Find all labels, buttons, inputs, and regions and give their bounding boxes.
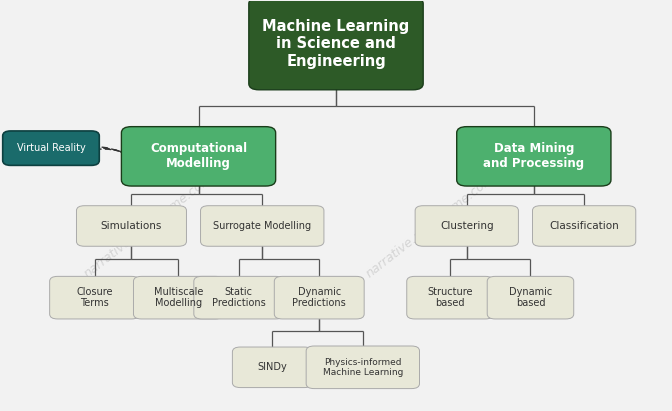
Text: Simulations: Simulations [101,221,162,231]
Text: Data Mining
and Processing: Data Mining and Processing [483,142,585,170]
Text: Dynamic
Predictions: Dynamic Predictions [292,287,346,309]
Text: Virtual Reality: Virtual Reality [17,143,85,153]
FancyBboxPatch shape [194,276,284,319]
Text: Dynamic
based: Dynamic based [509,287,552,309]
Text: Computational
Modelling: Computational Modelling [150,142,247,170]
FancyBboxPatch shape [134,276,223,319]
FancyBboxPatch shape [200,206,324,246]
FancyBboxPatch shape [122,127,276,186]
FancyBboxPatch shape [50,276,140,319]
Text: Multiscale
Modelling: Multiscale Modelling [154,287,203,309]
Text: SINDy: SINDy [257,362,287,372]
Text: Physics-informed
Machine Learning: Physics-informed Machine Learning [323,358,403,377]
FancyBboxPatch shape [407,276,493,319]
FancyBboxPatch shape [457,127,611,186]
Text: Closure
Terms: Closure Terms [77,287,113,309]
FancyBboxPatch shape [306,346,419,388]
Text: Classification: Classification [549,221,619,231]
Text: Static
Predictions: Static Predictions [212,287,265,309]
FancyBboxPatch shape [77,206,186,246]
FancyBboxPatch shape [3,131,99,165]
FancyBboxPatch shape [487,276,574,319]
FancyBboxPatch shape [233,347,312,388]
FancyBboxPatch shape [532,206,636,246]
FancyBboxPatch shape [249,0,423,90]
FancyBboxPatch shape [274,276,364,319]
Text: Structure
based: Structure based [427,287,473,309]
Text: narrative.aroadtome.com: narrative.aroadtome.com [81,172,215,280]
FancyBboxPatch shape [415,206,518,246]
FancyBboxPatch shape [464,169,604,182]
Text: narrative.aroadtome.com: narrative.aroadtome.com [363,172,497,280]
Text: Machine Learning
in Science and
Engineering: Machine Learning in Science and Engineer… [262,19,410,69]
Text: Clustering: Clustering [440,221,493,231]
FancyBboxPatch shape [128,169,269,182]
Text: Surrogate Modelling: Surrogate Modelling [213,221,311,231]
